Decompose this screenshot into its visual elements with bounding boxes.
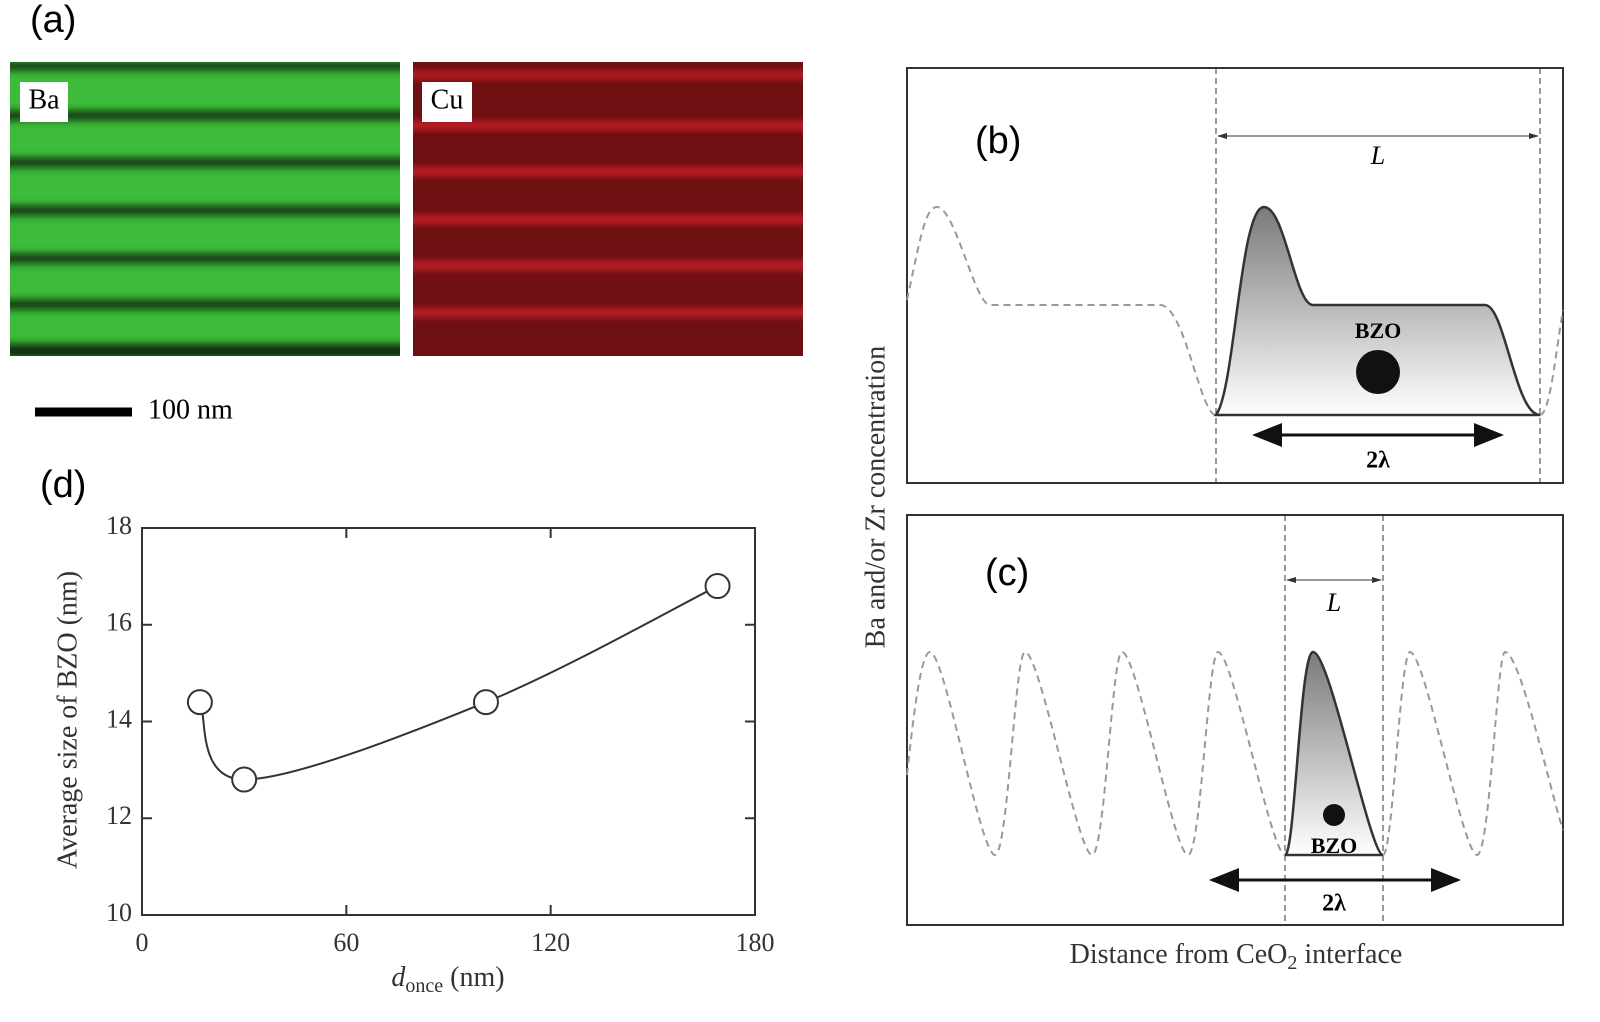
y-tick-label: 18 [106, 511, 132, 540]
ba-map [10, 62, 400, 356]
map-label: Ba [28, 84, 60, 115]
data-point [472, 689, 499, 716]
panel-frame [906, 67, 1564, 484]
x-axis-label: Distance from CeO2 interface [1070, 939, 1403, 973]
profile-curve [906, 205, 1564, 416]
data-point [231, 766, 258, 793]
panel-label: (c) [985, 552, 1029, 594]
label-box [422, 82, 472, 122]
panel-label: (d) [40, 464, 86, 506]
label-subscript: once [405, 975, 443, 997]
particle [1356, 350, 1400, 394]
data-point [186, 689, 213, 716]
y-tick-label: 14 [106, 704, 132, 733]
cu-map [413, 62, 803, 356]
x-axis-label: donce (nm) [391, 962, 504, 996]
y-tick-label: 16 [106, 608, 132, 637]
length-label: L [1370, 141, 1385, 170]
x-tick-label: 60 [333, 928, 359, 957]
plot: 0 60 120 180 10 12 14 16 18 [106, 511, 775, 957]
panel-label: (a) [30, 0, 76, 41]
data-point [704, 573, 731, 600]
label-box [20, 82, 68, 122]
profile-peak [1283, 650, 1385, 857]
profile-curve [906, 650, 1564, 857]
x-tick-label: 180 [736, 928, 775, 957]
label-unit: (nm) [443, 962, 504, 993]
profile-peak [1213, 205, 1541, 417]
particle-label: BZO [1311, 833, 1357, 858]
plot-frame [141, 527, 756, 916]
x-tick-label: 0 [136, 928, 149, 957]
label-part: interface [1297, 939, 1402, 970]
y-axis-label: Average size of BZO (nm) [52, 571, 83, 869]
map-label: Cu [431, 84, 464, 115]
particle-label: BZO [1355, 318, 1401, 343]
y-tick-label: 10 [106, 898, 132, 927]
scale-label: 100 nm [148, 394, 233, 425]
label-subscript: 2 [1287, 952, 1297, 974]
y-axis-label: Ba and/or Zr concentration [860, 346, 891, 648]
label-part: Distance from CeO [1070, 939, 1288, 970]
particle [1323, 804, 1345, 826]
panel-label: (b) [975, 120, 1021, 162]
width-label: 2λ [1322, 891, 1346, 917]
panel-frame [906, 514, 1564, 926]
width-label: 2λ [1366, 448, 1390, 474]
length-label: L [1326, 588, 1341, 617]
data-line [198, 585, 718, 781]
label-symbol: d [391, 962, 406, 993]
x-tick-label: 120 [531, 928, 570, 957]
y-tick-label: 12 [106, 801, 132, 830]
